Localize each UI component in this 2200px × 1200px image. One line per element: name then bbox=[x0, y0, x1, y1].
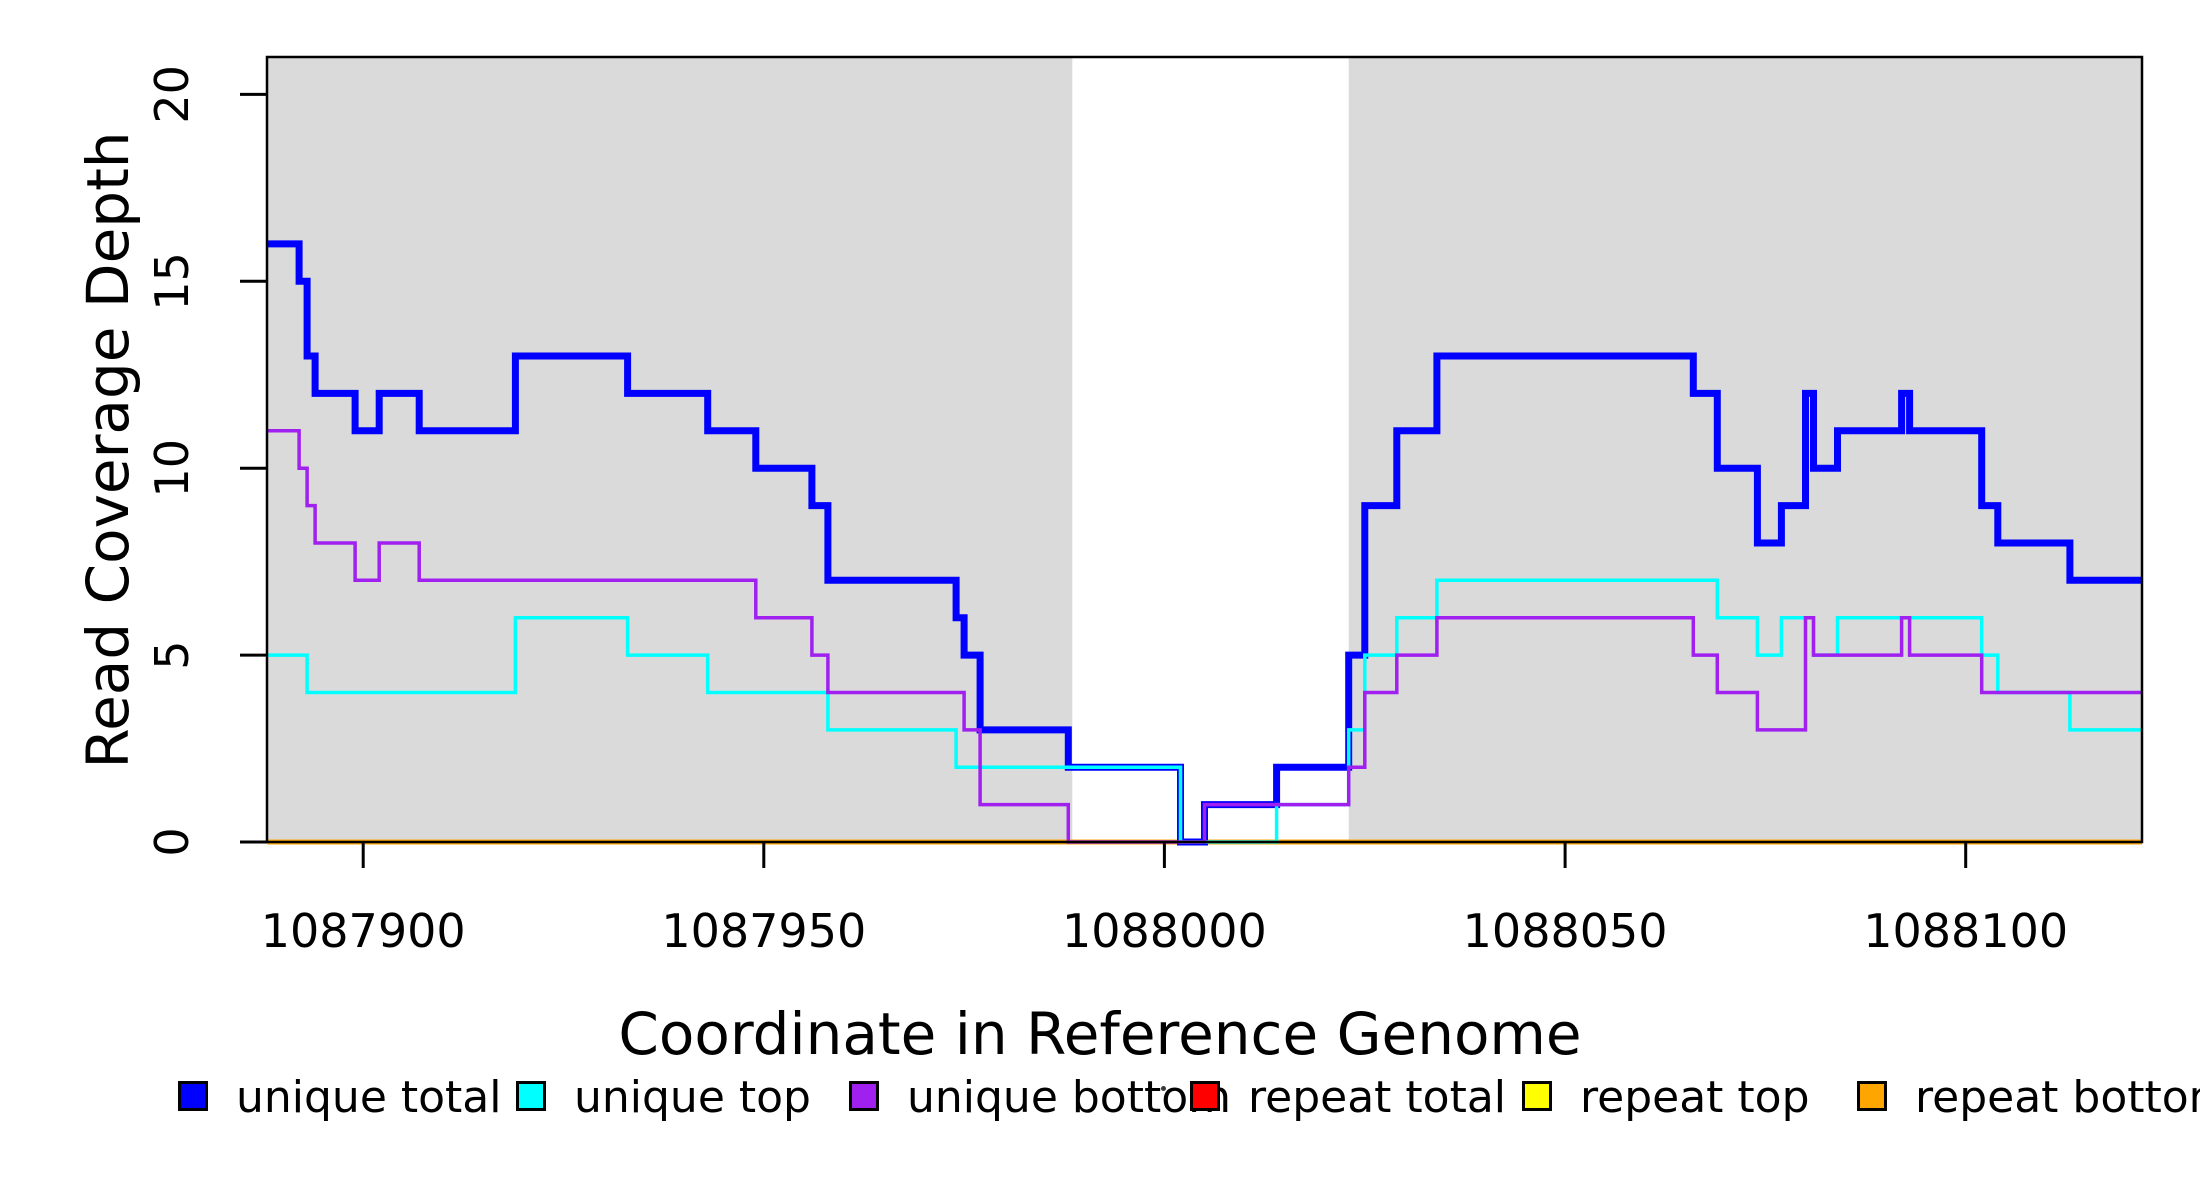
series-unique-top bbox=[267, 578, 2142, 844]
x-tick-label: 1088050 bbox=[1463, 904, 1668, 958]
x-tick-label: 1088000 bbox=[1062, 904, 1267, 958]
x-tick-label: 1087950 bbox=[661, 904, 866, 958]
y-tick-label: 20 bbox=[145, 65, 199, 124]
x-tick-label: 1087900 bbox=[261, 904, 466, 958]
y-tick-label: 10 bbox=[145, 439, 199, 498]
repeat-region-band bbox=[1348, 57, 2142, 842]
plot-border bbox=[265, 55, 2144, 844]
repeat-region-band bbox=[267, 57, 1073, 842]
y-tick-label: 15 bbox=[145, 252, 199, 311]
legend-artifact-dot bbox=[1161, 1086, 1166, 1091]
y-tick-label: 0 bbox=[145, 827, 199, 856]
y-tick-label: 5 bbox=[145, 640, 199, 669]
x-axis-title: Coordinate in Reference Genome bbox=[618, 1000, 1582, 1068]
x-tick-label: 1088100 bbox=[1863, 904, 2068, 958]
y-axis-title: Read Coverage Depth bbox=[74, 131, 142, 769]
series-unique-bottom bbox=[267, 429, 2142, 844]
